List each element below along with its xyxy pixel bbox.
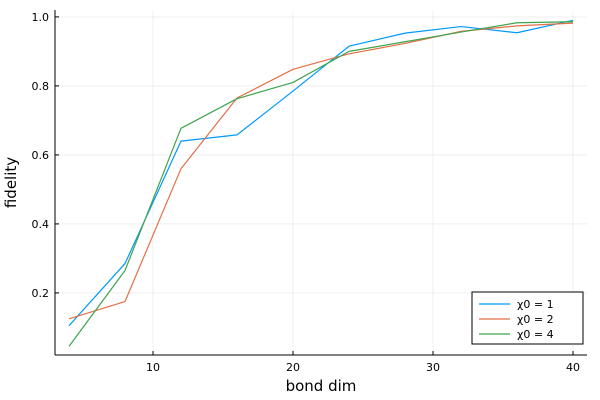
legend-box bbox=[471, 291, 584, 345]
series-line-2 bbox=[68, 22, 574, 320]
series bbox=[68, 19, 574, 347]
x-tick-label: 30 bbox=[426, 361, 440, 374]
ticks: 10 20 30 40 0.2 0.4 0.6 0.8 1.0 bbox=[32, 11, 581, 374]
x-tick-label: 20 bbox=[286, 361, 300, 374]
series-line-3 bbox=[68, 21, 574, 347]
legend-label: χ0 = 4 bbox=[517, 328, 554, 341]
y-tick-label: 0.4 bbox=[32, 218, 50, 231]
y-axis-label: fidelity bbox=[2, 157, 20, 208]
x-tick-label: 40 bbox=[566, 361, 580, 374]
axes bbox=[54, 10, 587, 356]
y-tick-label: 0.2 bbox=[32, 287, 50, 300]
series-line-1 bbox=[68, 19, 574, 327]
y-tick-label: 0.6 bbox=[32, 149, 50, 162]
x-axis-label: bond dim bbox=[286, 377, 357, 395]
legend: χ0 = 1 χ0 = 2 χ0 = 4 bbox=[471, 291, 584, 345]
x-tick-label: 10 bbox=[146, 361, 160, 374]
legend-label: χ0 = 2 bbox=[517, 313, 554, 326]
legend-label: χ0 = 1 bbox=[517, 298, 554, 311]
y-tick-label: 1.0 bbox=[32, 11, 50, 24]
y-tick-label: 0.8 bbox=[32, 80, 50, 93]
